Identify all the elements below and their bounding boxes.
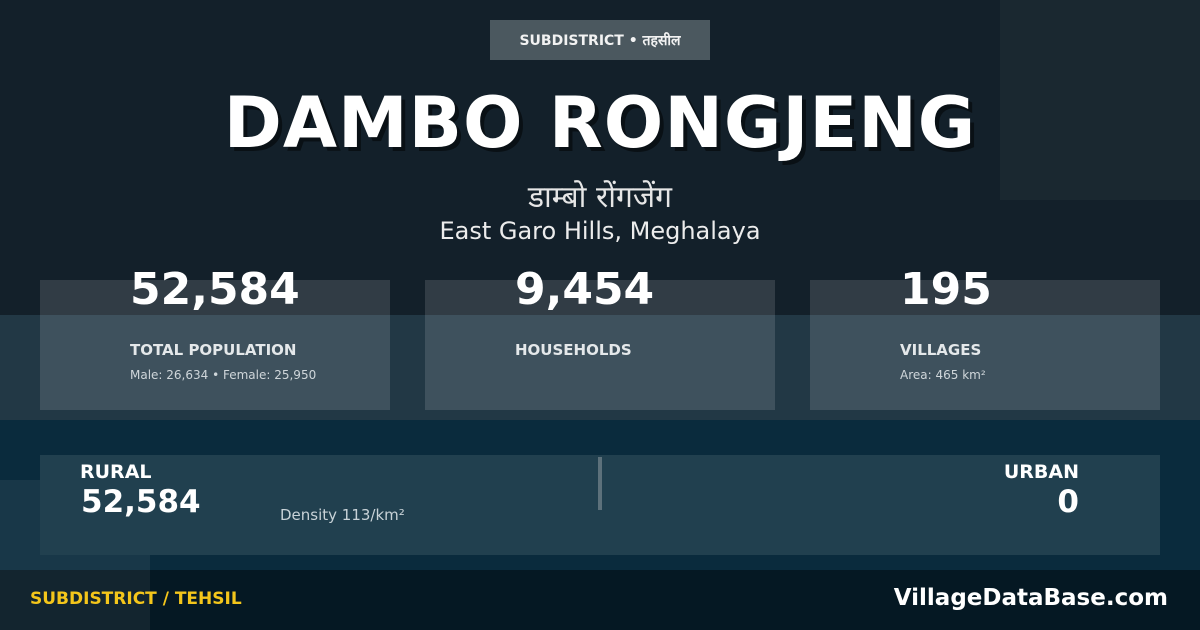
footer-category: SUBDISTRICT / TEHSIL <box>30 589 242 609</box>
stat-card-population: 52,584 TOTAL POPULATION Male: 26,634 • F… <box>40 264 390 410</box>
density: Density 113/km² <box>280 506 405 524</box>
page-title: DAMBO RONGJENG <box>223 82 977 164</box>
stat-value: 9,454 <box>515 264 655 315</box>
type-badge: SUBDISTRICT • तहसील <box>490 20 710 60</box>
footer <box>0 570 1200 630</box>
stat-sub: Area: 465 km² <box>900 368 986 382</box>
stat-value: 52,584 <box>130 264 300 315</box>
urban-value: 0 <box>1057 484 1079 520</box>
stat-card-villages: 195 VILLAGES Area: 465 km² <box>810 264 1160 410</box>
site-brand[interactable]: VillageDataBase.com <box>893 585 1168 611</box>
stat-label: TOTAL POPULATION <box>130 341 297 359</box>
stat-label: HOUSEHOLDS <box>515 341 632 359</box>
rural-value: 52,584 <box>81 484 201 520</box>
decorative-square <box>1000 0 1200 200</box>
stats-band <box>0 315 1200 420</box>
rural-label: RURAL <box>80 461 152 483</box>
stat-card-households: 9,454 HOUSEHOLDS <box>425 264 775 410</box>
divider <box>598 457 602 510</box>
hindi-title: डाम्बो रोंगजेंग <box>527 180 673 215</box>
stat-label: VILLAGES <box>900 341 982 359</box>
stat-sub: Male: 26,634 • Female: 25,950 <box>130 368 317 382</box>
stat-value: 195 <box>900 264 992 315</box>
location: East Garo Hills, Meghalaya <box>439 217 761 245</box>
urban-label: URBAN <box>1003 461 1079 483</box>
